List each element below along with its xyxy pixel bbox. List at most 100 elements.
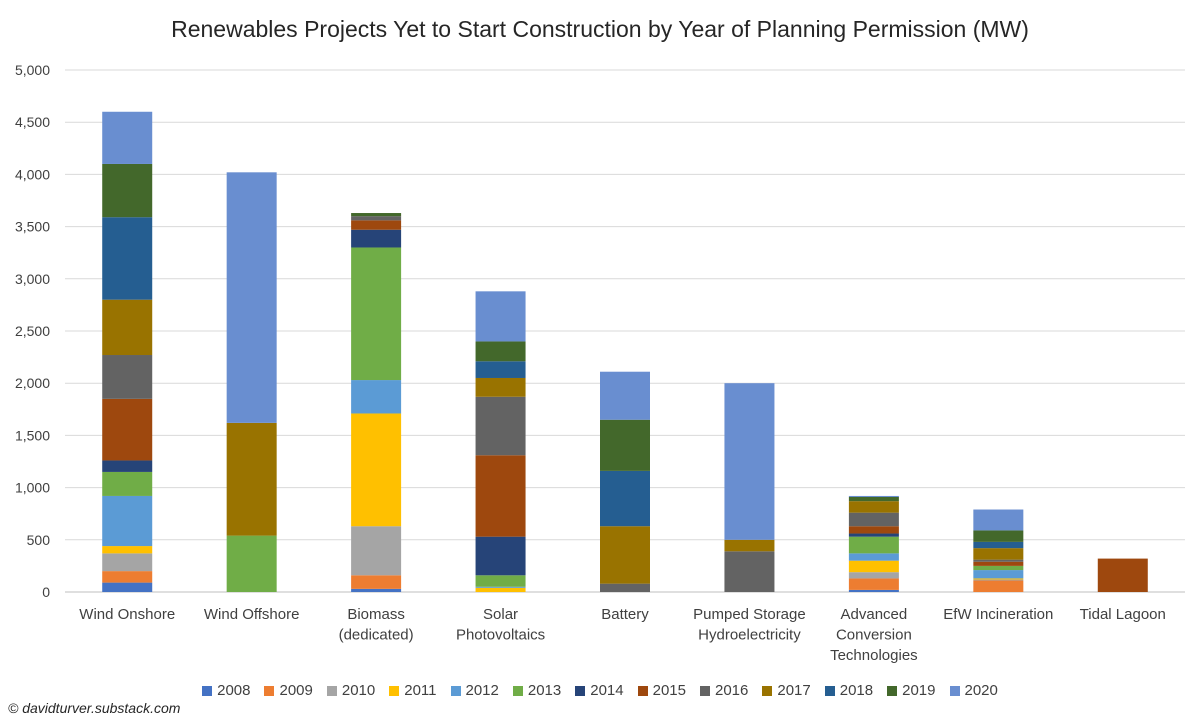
bar-segment-2013 [475,575,526,587]
bar-segment-2020 [102,111,153,164]
bar-segment-2008 [102,582,153,592]
legend-label: 2018 [839,682,874,699]
bar-segment-2009 [848,578,899,590]
legend-label: 2019 [902,682,936,699]
bar-segment-2013 [351,247,402,381]
legend-swatch [202,685,213,696]
legend-swatch [949,685,960,696]
bar-segment-2015 [848,526,899,534]
legend-swatch [326,685,337,696]
legend-swatch [389,685,400,696]
y-tick-label: 1,000 [15,480,50,496]
legend-swatch [824,685,835,696]
legend-item-2009: 2009 [264,682,313,699]
legend-label: 2015 [652,682,686,699]
legend-label: 2010 [341,682,376,699]
bar-segment-2013 [973,565,1024,571]
y-tick-label: 4,500 [15,114,50,130]
bar-segment-2008 [351,588,402,592]
bar-segment-2020 [973,509,1024,531]
legend-swatch [264,685,275,696]
legend: 2008 2009 2010 2011 2012 2013 2014 2015 2016 2017… [0,682,1200,699]
bar-segment-2019 [848,496,899,502]
bar-segment-2015 [1097,558,1148,592]
bar-segment-2017 [600,526,650,584]
bar-segment-2011 [102,546,153,554]
bar-segment-2012 [973,570,1024,579]
bar-segment-2010 [351,526,402,576]
bar-segment-2009 [102,571,153,583]
y-tick-label: 500 [27,532,51,548]
y-tick-label: 1,500 [15,427,50,443]
legend-label: 2014 [590,682,624,699]
bar-segment-2011 [848,560,899,573]
legend-item-2010: 2010 [326,682,376,699]
bar-segment-2011 [475,587,526,592]
bar-segment-2017 [475,377,526,397]
bar-segment-2018 [475,361,526,378]
x-category-label: Biomass (dedicated) [339,606,414,644]
x-category-label: Tidal Lagoon [1080,606,1166,623]
bar-segment-2014 [475,536,526,576]
bar-segment-2020 [724,383,775,540]
bar-segment-2009 [351,575,402,589]
bar-segment-2010 [848,572,899,579]
legend-swatch [762,685,773,696]
bar-segment-2017 [724,539,775,552]
legend-item-2008: 2008 [202,682,250,699]
bar-segment-2010 [973,579,1024,581]
bar-segment-2020 [475,291,526,342]
legend-swatch [637,685,648,696]
bar-segment-2016 [973,559,1024,562]
legend-item-2020: 2020 [949,682,998,699]
legend-item-2016: 2016 [700,682,748,699]
x-axis-category-labels: Wind Onshore Wind Offshore Biomass (dedicat… [79,606,1166,664]
legend-label: 2012 [465,682,499,699]
legend-item-2019: 2019 [887,682,936,699]
legend-label: 2008 [217,682,251,699]
bar-segment-2018 [973,541,1024,549]
legend-label: 2009 [279,682,313,699]
bar-segment-2017 [102,299,153,356]
y-tick-label: 5,000 [15,62,50,78]
x-category-label: Pumped Storage Hydroelectricity [693,606,806,644]
y-tick-label: 0 [42,584,50,600]
bar-segment-2016 [724,551,775,592]
copyright-text: © davidturver.substack.com [8,700,181,716]
bar-segment-2009 [973,580,1024,592]
bar-segment-2015 [102,398,153,461]
bar-segment-2013 [226,535,277,592]
bar-segment-2015 [351,220,402,230]
bar-segment-2019 [475,341,526,362]
bar-segment-2016 [600,583,650,592]
bar-segment-2019 [102,163,153,218]
legend-swatch [700,685,710,696]
bar-segment-2011 [351,413,402,527]
legend-item-2013: 2013 [512,682,562,699]
legend-label: 2011 [404,682,437,699]
legend-swatch [512,685,523,696]
bar-segment-2020 [848,495,899,497]
bar-segment-2013 [102,471,153,496]
x-category-label: Battery [601,606,649,623]
bar-segment-2016 [351,216,402,221]
bar-segment-2019 [351,213,402,217]
legend-label: 2016 [715,682,749,699]
bar-segment-2016 [102,355,153,399]
bar-segment-2018 [102,217,153,300]
bar-segment-2018 [600,470,650,527]
x-category-label: Solar Photovoltaics [456,606,545,644]
legend-item-2012: 2012 [450,682,499,699]
legend-swatch [450,685,461,696]
legend-label: 2013 [527,682,562,699]
bar-segment-2017 [226,422,277,536]
x-category-label: Wind Onshore [79,606,175,623]
bar-segment-2020 [600,371,650,420]
legend-item-2014: 2014 [575,682,624,699]
chart-title: Renewables Projects Yet to Start Constru… [171,16,1029,42]
bar-segment-2014 [351,229,402,248]
bar-segment-2012 [848,553,899,561]
legend-label: 2020 [964,682,998,699]
bar-segment-2016 [475,396,526,456]
y-tick-label: 2,000 [15,375,50,391]
